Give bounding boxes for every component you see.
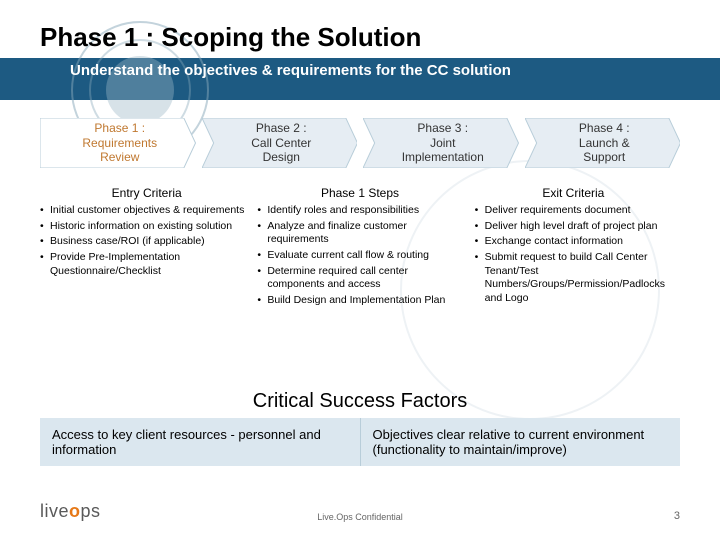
list-item: Historic information on existing solutio…	[40, 220, 245, 234]
phase-chevron-1: Phase 1 : Requirements Review	[40, 118, 196, 168]
list-item: Analyze and finalize customer requiremen…	[257, 220, 462, 247]
csf-left: Access to key client resources - personn…	[40, 418, 361, 466]
exit-criteria-col: Deliver requirements document Deliver hig…	[475, 204, 680, 309]
list-item: Build Design and Implementation Plan	[257, 294, 462, 308]
header-entry: Entry Criteria	[40, 182, 253, 204]
slide-title: Phase 1 : Scoping the Solution	[40, 22, 421, 53]
list-item: Identify roles and responsibilities	[257, 204, 462, 218]
list-item: Determine required call center component…	[257, 265, 462, 292]
list-item: Business case/ROI (if applicable)	[40, 235, 245, 249]
page-number: 3	[674, 510, 680, 522]
entry-criteria-col: Initial customer objectives & requiremen…	[40, 204, 245, 309]
list-item: Provide Pre-Implementation Questionnaire…	[40, 251, 245, 278]
list-item: Initial customer objectives & requiremen…	[40, 204, 245, 218]
list-item: Exchange contact information	[475, 235, 680, 249]
csf-box: Access to key client resources - personn…	[40, 418, 680, 466]
header-steps: Phase 1 Steps	[253, 182, 466, 204]
list-item: Deliver requirements document	[475, 204, 680, 218]
csf-title: Critical Success Factors	[0, 390, 720, 413]
slide-subtitle: Understand the objectives & requirements…	[70, 62, 511, 79]
section-headers: Entry Criteria Phase 1 Steps Exit Criter…	[40, 182, 680, 204]
phase-chevrons: Phase 1 : Requirements Review Phase 2 : …	[40, 118, 680, 168]
phase-steps-col: Identify roles and responsibilities Analy…	[257, 204, 462, 309]
criteria-columns: Initial customer objectives & requiremen…	[40, 204, 680, 309]
csf-right: Objectives clear relative to current env…	[361, 418, 681, 466]
phase-chevron-2: Phase 2 : Call Center Design	[202, 118, 358, 168]
list-item: Deliver high level draft of project plan	[475, 220, 680, 234]
header-exit: Exit Criteria	[467, 182, 680, 204]
phase-chevron-4: Phase 4 : Launch & Support	[525, 118, 681, 168]
list-item: Evaluate current call flow & routing	[257, 249, 462, 263]
confidential-text: Live.Ops Confidential	[0, 512, 720, 522]
phase-chevron-3: Phase 3 : Joint Implementation	[363, 118, 519, 168]
list-item: Submit request to build Call Center Tena…	[475, 251, 680, 306]
